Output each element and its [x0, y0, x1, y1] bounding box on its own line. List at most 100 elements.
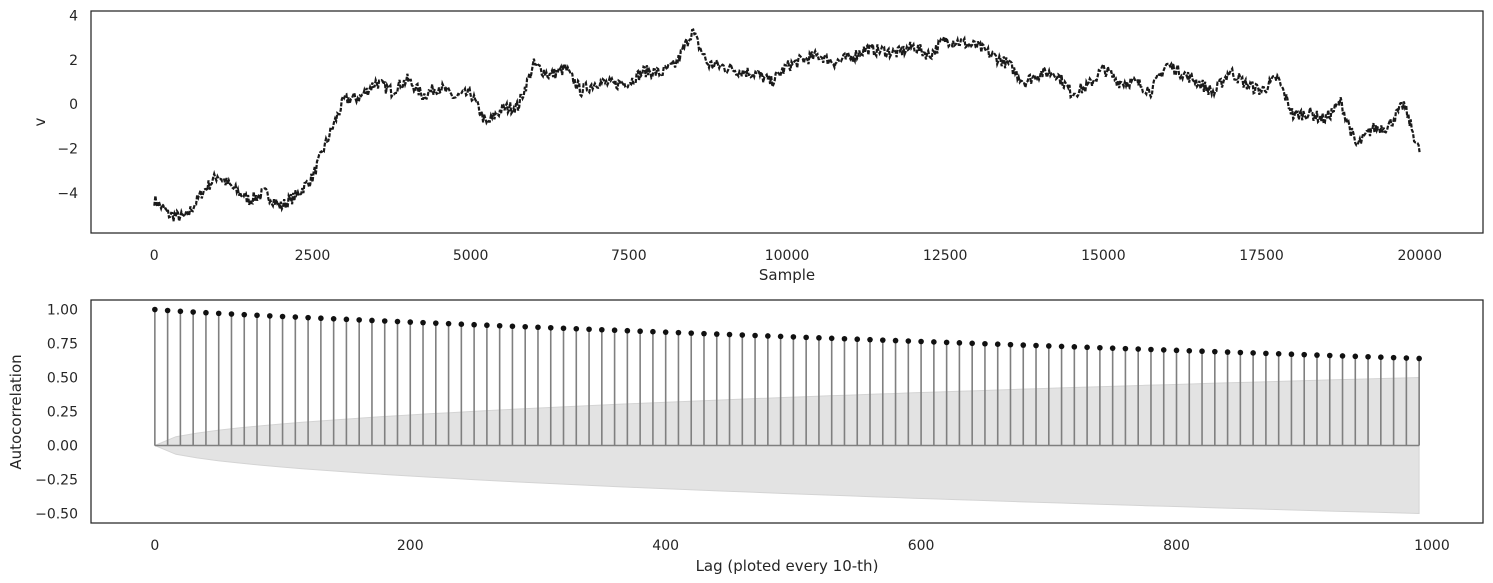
acf-marker	[662, 329, 669, 335]
acf-marker	[854, 336, 861, 343]
top-x-tick-label: 12500	[923, 248, 968, 264]
acf-marker	[828, 335, 835, 342]
acf-marker	[969, 340, 975, 347]
acf-marker	[1378, 354, 1384, 361]
acf-marker	[1007, 341, 1014, 348]
acf-marker	[1135, 346, 1141, 352]
acf-marker	[803, 334, 809, 341]
top-y-axis-label: v	[31, 117, 49, 126]
acf-marker	[394, 318, 401, 325]
top-y-ticks: −4 −2 0 2 4	[57, 8, 78, 202]
acf-marker	[1237, 349, 1244, 356]
acf-marker	[918, 338, 924, 345]
bottom-x-tick-label: 0	[150, 538, 159, 554]
acf-marker	[688, 330, 695, 336]
acf-marker	[905, 338, 912, 344]
acf-marker	[867, 336, 873, 343]
acf-marker	[943, 339, 950, 346]
top-x-tick-label: 15000	[1081, 248, 1126, 264]
acf-marker	[1403, 355, 1410, 361]
acf-marker	[1020, 342, 1027, 348]
acf-marker	[879, 337, 886, 343]
acf-marker	[1097, 344, 1103, 351]
acf-marker	[420, 319, 426, 326]
acf-marker	[841, 335, 848, 342]
panel-sample-trace: 0 2500 5000 7500 10000 12500 15000 17500 20000 −…	[31, 8, 1484, 284]
acf-marker	[330, 316, 337, 322]
acf-marker	[215, 310, 222, 317]
acf-marker	[484, 322, 490, 329]
acf-marker	[1390, 354, 1397, 361]
acf-marker	[369, 317, 375, 324]
top-y-tick-label: 4	[69, 8, 78, 24]
acf-marker	[381, 318, 388, 324]
top-x-tick-label: 2500	[295, 248, 331, 264]
acf-marker	[701, 330, 707, 337]
bottom-y-tick-label: 0.75	[47, 337, 78, 353]
bottom-x-tick-label: 600	[908, 538, 935, 554]
acf-marker	[599, 326, 605, 333]
bottom-y-tick-label: −0.25	[35, 472, 78, 488]
acf-marker	[573, 325, 580, 332]
top-y-tick-label: 0	[69, 97, 78, 113]
acf-marker	[1122, 345, 1129, 352]
top-y-tick-label: −4	[57, 186, 78, 202]
bottom-y-tick-label: −0.50	[35, 506, 78, 522]
bottom-x-tick-label: 800	[1163, 538, 1190, 554]
acf-stems	[152, 306, 1422, 446]
top-x-tick-label: 20000	[1397, 248, 1442, 264]
acf-marker	[241, 311, 248, 318]
acf-marker	[279, 313, 286, 320]
acf-marker	[496, 322, 503, 329]
acf-marker	[1301, 351, 1308, 358]
acf-marker	[1084, 344, 1090, 351]
acf-marker	[892, 337, 899, 344]
acf-marker	[266, 313, 273, 319]
acf-marker	[535, 324, 541, 331]
acf-marker	[650, 328, 656, 335]
bottom-x-tick-label: 400	[652, 538, 679, 554]
acf-marker	[1058, 343, 1065, 350]
bottom-y-axis-label: Autocorrelation	[7, 354, 25, 469]
acf-marker	[1352, 353, 1359, 360]
acf-marker	[356, 317, 362, 323]
acf-marker	[1224, 349, 1231, 355]
bottom-y-tick-label: 1.00	[47, 303, 78, 319]
acf-marker	[1160, 347, 1167, 353]
bottom-x-ticks: 0 200 400 600 800 1000	[150, 538, 1449, 554]
acf-marker	[1250, 350, 1256, 356]
acf-marker	[1109, 345, 1116, 351]
acf-marker	[1275, 351, 1282, 357]
top-y-tick-label: −2	[57, 142, 78, 158]
acf-marker	[522, 323, 529, 330]
acf-marker	[586, 326, 592, 333]
acf-marker	[1339, 353, 1346, 359]
acf-marker	[560, 325, 567, 332]
bottom-y-tick-label: 0.50	[47, 371, 78, 387]
acf-marker	[1416, 355, 1422, 362]
acf-marker	[509, 323, 516, 330]
bottom-x-axis-label: Lag (ploted every 10-th)	[696, 557, 879, 575]
acf-marker	[752, 332, 758, 339]
acf-marker	[816, 335, 822, 341]
acf-marker	[956, 340, 963, 346]
acf-marker	[1263, 350, 1269, 357]
acf-marker	[152, 306, 158, 313]
acf-marker	[994, 341, 1001, 347]
acf-marker	[445, 320, 452, 327]
acf-marker	[931, 339, 937, 345]
acf-marker	[254, 312, 260, 319]
acf-marker	[1212, 348, 1218, 355]
acf-marker	[407, 319, 414, 325]
acf-marker	[343, 316, 350, 323]
acf-marker	[790, 334, 797, 340]
acf-marker	[675, 329, 682, 336]
acf-marker	[1365, 353, 1371, 360]
acf-marker	[433, 320, 439, 326]
acf-marker	[458, 321, 465, 327]
acf-marker	[1071, 344, 1078, 350]
acf-marker	[177, 308, 184, 315]
top-x-tick-label: 7500	[611, 248, 647, 264]
panel-autocorrelation: 0 200 400 600 800 1000 −0.50 −0.25 0.00 0.25 0.50…	[7, 299, 1484, 575]
